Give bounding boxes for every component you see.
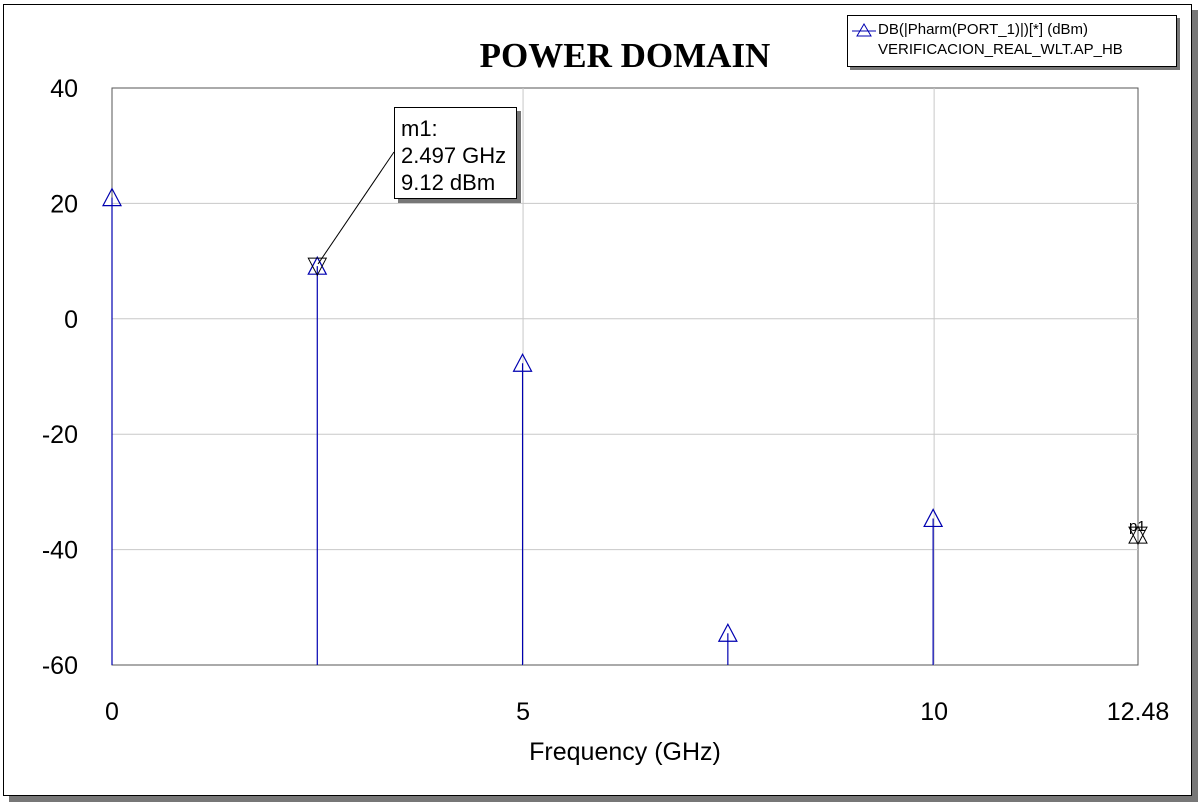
marker-m1-value: 9.12 dBm xyxy=(401,170,496,195)
y-tick-label: -60 xyxy=(42,652,78,680)
y-tick-label: -40 xyxy=(42,537,78,565)
marker-p1-triangle xyxy=(1128,525,1148,544)
data-point-triangle xyxy=(717,622,738,642)
x-tick-labels: 0 5 10 12.48 xyxy=(105,698,1169,726)
legend-series-label: DB(|Pharm(PORT_1)|)[*] (dBm) xyxy=(878,21,1089,38)
x-tick-label: 10 xyxy=(920,698,948,726)
marker-p1-label: p1 xyxy=(1129,518,1146,535)
y-tick-label: 20 xyxy=(50,190,78,218)
marker-m1-name: m1: xyxy=(401,116,438,141)
x-axis-label: Frequency (GHz) xyxy=(529,738,721,766)
x-tick-label: 12.48 xyxy=(1107,698,1170,726)
chart-frame xyxy=(3,4,1192,796)
legend-triangle-icon xyxy=(852,23,876,37)
x-tick-label: 0 xyxy=(105,698,119,726)
series-stems xyxy=(111,197,934,665)
legend[interactable]: DB(|Pharm(PORT_1)|)[*] (dBm) VERIFICACIO… xyxy=(847,15,1177,67)
series-markers xyxy=(102,187,1148,642)
x-tick-label: 5 xyxy=(516,698,530,726)
chart-title: POWER DOMAIN xyxy=(479,36,771,75)
y-tick-label: -20 xyxy=(42,421,78,449)
data-point-triangle xyxy=(102,187,122,207)
marker-m1-frequency: 2.497 GHz xyxy=(401,143,507,168)
y-tick-label: 0 xyxy=(64,306,78,334)
marker-m1-symbol xyxy=(307,257,328,277)
data-point-triangle xyxy=(923,508,944,528)
plot-border xyxy=(111,87,1139,666)
marker-m1-box[interactable]: m1: 2.497 GHz 9.12 dBm xyxy=(394,107,517,199)
marker-m1-leader xyxy=(317,151,395,265)
data-point-triangle xyxy=(512,352,533,372)
legend-source-label: VERIFICACION_REAL_WLT.AP_HB xyxy=(878,41,1123,58)
y-tick-labels: 40 20 0 -20 -40 -60 xyxy=(42,75,78,680)
y-tick-label: 40 xyxy=(50,75,78,103)
grid-lines xyxy=(112,88,1138,665)
